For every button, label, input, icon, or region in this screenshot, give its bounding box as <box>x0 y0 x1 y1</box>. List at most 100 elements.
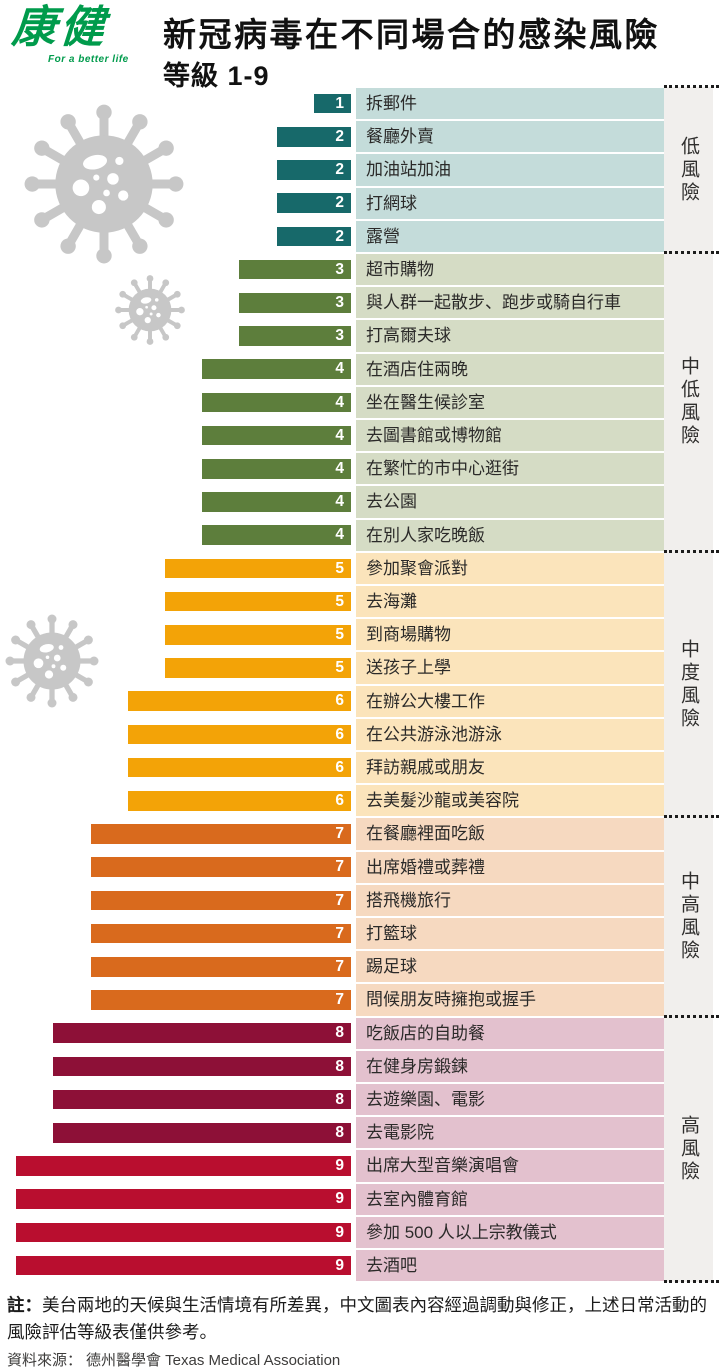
activity-label: 拆郵件 <box>366 94 417 113</box>
risk-bar: 2 <box>276 126 351 147</box>
activity-label: 露營 <box>366 226 400 246</box>
chart-row: 7 出席婚禮或葬禮 <box>0 851 720 884</box>
chart-row: 5 去海灘 <box>0 585 720 618</box>
activity-cell: 在健身房鍛鍊 <box>356 1050 664 1082</box>
risk-bar: 3 <box>239 292 351 313</box>
risk-level-value: 3 <box>335 260 344 278</box>
group-divider <box>664 1014 719 1018</box>
activity-label: 與人群一起散步、跑步或騎自行車 <box>366 293 621 313</box>
activity-label: 去美髮沙龍或美容院 <box>366 791 519 811</box>
activity-label: 參加聚會派對 <box>366 558 468 578</box>
risk-level-value: 2 <box>335 227 344 245</box>
risk-column: 低風險 中低風險 中度風險 中高風險 高風險 <box>664 87 713 1283</box>
risk-group-label: 中度風險 <box>678 638 699 731</box>
activity-cell: 拜訪親戚或朋友 <box>356 752 664 784</box>
activity-label: 餐廳外賣 <box>366 127 434 147</box>
risk-level-value: 3 <box>335 327 344 345</box>
activity-cell: 吃飯店的自助餐 <box>356 1017 664 1049</box>
source-text: 德州醫學會 Texas Medical Association <box>86 1352 341 1369</box>
brand-tagline: For a better life <box>48 54 129 66</box>
risk-bar: 4 <box>202 359 351 379</box>
activity-cell: 打網球 <box>356 187 664 219</box>
risk-level-value: 4 <box>335 393 344 411</box>
risk-level-value: 5 <box>335 625 344 643</box>
activity-label: 在公共游泳池游泳 <box>366 724 502 744</box>
risk-level-value: 7 <box>335 924 344 942</box>
chart-row: 2 加油站加油 <box>0 153 720 186</box>
risk-bar: 6 <box>127 724 351 745</box>
chart-row: 6 在辦公大樓工作 <box>0 685 720 718</box>
activity-label: 出席大型音樂演唱會 <box>366 1156 519 1176</box>
risk-bar: 7 <box>90 824 351 844</box>
activity-cell: 去室內體育館 <box>356 1183 664 1215</box>
activity-cell: 問候朋友時擁抱或握手 <box>356 984 664 1016</box>
chart-row: 8 去電影院 <box>0 1116 720 1149</box>
activity-cell: 去美髮沙龍或美容院 <box>356 785 664 817</box>
risk-level-value: 4 <box>335 526 344 544</box>
chart-row: 4 在繁忙的市中心逛街 <box>0 452 720 485</box>
activity-cell: 拆郵件 <box>356 88 664 120</box>
risk-level-value: 6 <box>335 758 344 776</box>
chart-row: 3 與人群一起散步、跑步或騎自行車 <box>0 286 720 319</box>
risk-level-value: 7 <box>335 858 344 876</box>
chart-row: 5 到商場購物 <box>0 618 720 651</box>
risk-bar: 8 <box>53 1122 351 1143</box>
risk-bar: 5 <box>165 558 351 579</box>
activity-cell: 在辦公大樓工作 <box>356 685 664 717</box>
activity-cell: 送孩子上學 <box>356 652 664 684</box>
source-label: 資料來源： <box>7 1352 83 1369</box>
risk-level-value: 6 <box>335 791 344 809</box>
activity-label: 去公園 <box>366 492 417 512</box>
activity-cell: 露營 <box>356 220 664 252</box>
activity-cell: 與人群一起散步、跑步或騎自行車 <box>356 287 664 319</box>
activity-cell: 去海灘 <box>356 586 664 618</box>
chart-row: 4 在酒店住兩晚 <box>0 353 720 386</box>
activity-label: 送孩子上學 <box>366 658 451 678</box>
source-line: 資料來源： 德州醫學會 Texas Medical Association <box>7 1349 340 1370</box>
chart-row: 6 在公共游泳池游泳 <box>0 718 720 751</box>
risk-bar: 6 <box>127 757 351 778</box>
group-divider <box>664 251 719 254</box>
activity-cell: 超市購物 <box>356 254 664 286</box>
activity-cell: 踢足球 <box>356 951 664 983</box>
risk-bar: 7 <box>90 890 351 911</box>
risk-bar: 9 <box>16 1156 351 1176</box>
chart-row: 7 在餐廳裡面吃飯 <box>0 817 720 850</box>
chart-row: 8 吃飯店的自助餐 <box>0 1017 720 1050</box>
risk-bar: 5 <box>165 624 351 645</box>
activity-cell: 餐廳外賣 <box>356 121 664 153</box>
chart-row: 1 拆郵件 <box>0 87 720 120</box>
risk-group-label: 低風險 <box>678 135 699 205</box>
activity-label: 去酒吧 <box>366 1256 417 1275</box>
group-divider <box>664 549 719 553</box>
risk-bar: 5 <box>165 658 351 678</box>
activity-label: 去遊樂園、電影 <box>366 1090 485 1109</box>
risk-level-value: 2 <box>335 194 344 212</box>
chart-row: 4 坐在醫生候診室 <box>0 386 720 419</box>
footnote: 註：美台兩地的天候與生活情境有所差異，中文圖表內容經過調動與修正，上述日常活動的… <box>7 1292 716 1346</box>
chart-row: 5 送孩子上學 <box>0 651 720 684</box>
activity-label: 打籃球 <box>366 924 417 943</box>
chart-row: 3 打高爾夫球 <box>0 319 720 352</box>
risk-bar: 9 <box>16 1222 351 1243</box>
activity-cell: 參加聚會派對 <box>356 552 664 584</box>
chart-row: 7 問候朋友時擁抱或握手 <box>0 983 720 1016</box>
activity-label: 打網球 <box>366 193 417 213</box>
activity-label: 在繁忙的市中心逛街 <box>366 459 519 479</box>
chart-row: 4 去公園 <box>0 485 720 518</box>
risk-level-value: 2 <box>335 161 344 179</box>
risk-level-value: 8 <box>335 1090 344 1108</box>
risk-level-value: 6 <box>335 725 344 743</box>
risk-bar: 7 <box>90 923 351 944</box>
activity-cell: 打高爾夫球 <box>356 320 664 352</box>
activity-cell: 到商場購物 <box>356 619 664 651</box>
risk-group-label: 中低風險 <box>678 356 699 449</box>
brand-logo-text: 康健 <box>10 3 110 52</box>
activity-label: 去電影院 <box>366 1123 434 1143</box>
activity-cell: 參加 500 人以上宗教儀式 <box>356 1216 664 1248</box>
risk-level-value: 4 <box>335 426 344 444</box>
activity-cell: 在酒店住兩晚 <box>356 353 664 385</box>
risk-level-value: 6 <box>335 692 344 710</box>
activity-cell: 出席大型音樂演唱會 <box>356 1150 664 1182</box>
